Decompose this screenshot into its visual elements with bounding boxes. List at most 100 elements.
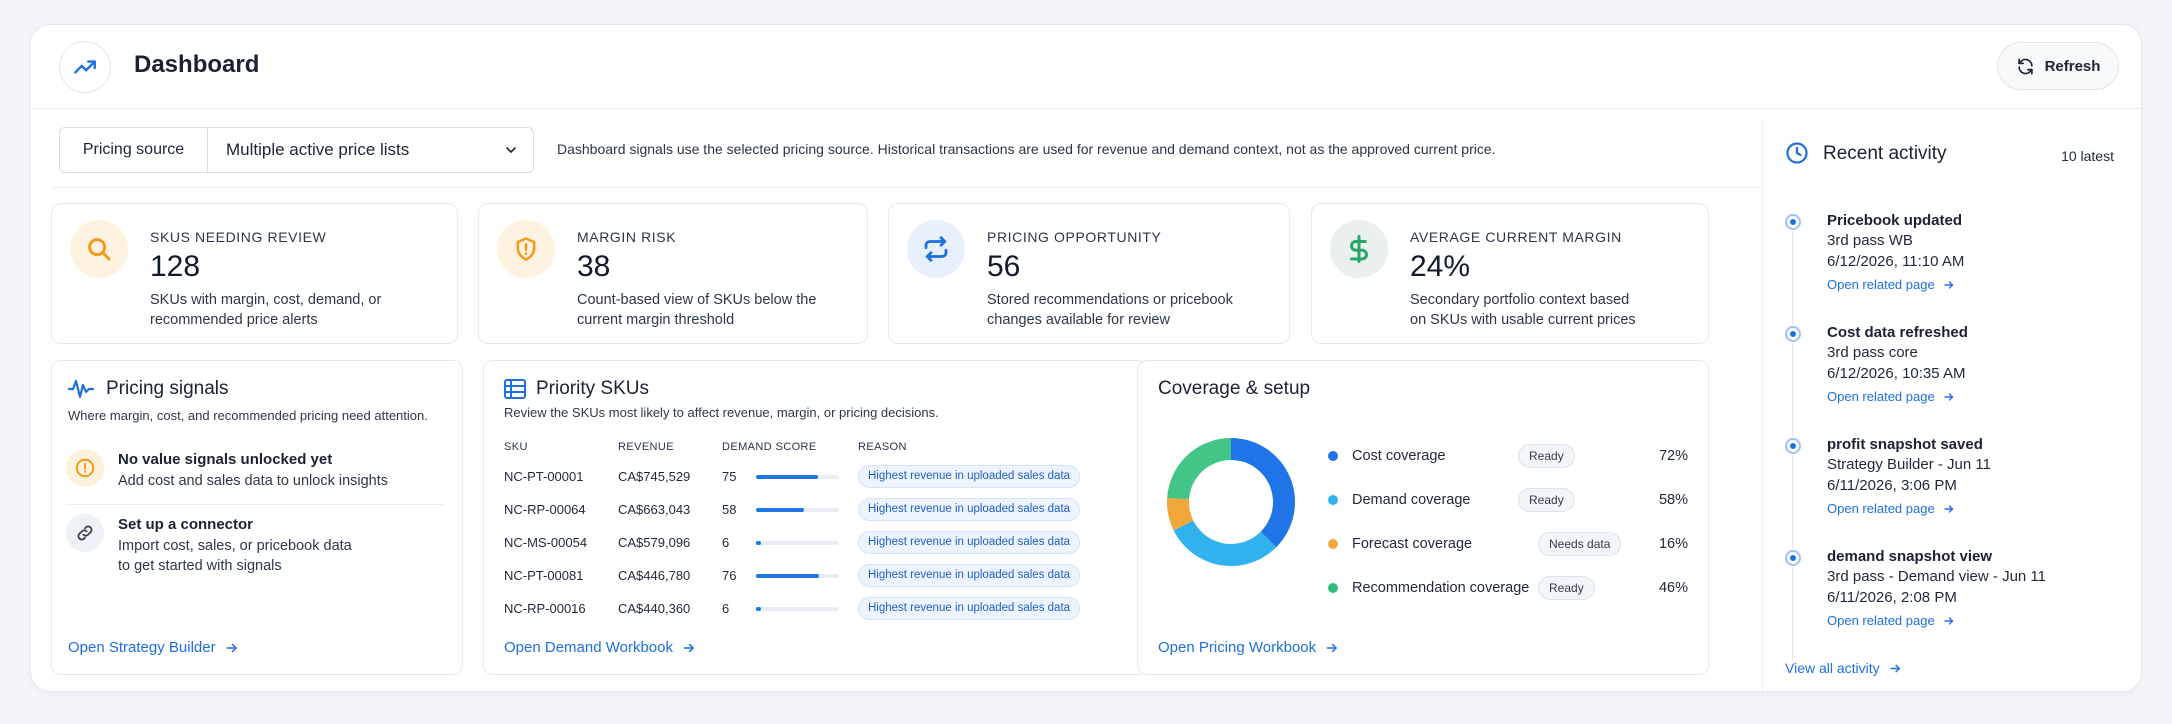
donut-segment-demand-coverage[interactable]	[1173, 520, 1277, 566]
metric-description: Stored recommendations or pricebook chang…	[987, 292, 1233, 328]
arrow-right-icon	[1944, 504, 1953, 513]
refresh-icon	[2017, 58, 2033, 74]
header: Dashboard Refresh	[31, 25, 2141, 109]
priority-skus-table: SKU REVENUE DEMAND SCORE REASON NC-PT-00…	[504, 434, 1081, 625]
coverage-name: Cost coverage	[1352, 448, 1446, 464]
demand-score-cell: 6	[722, 526, 858, 559]
activity-title: profit snapshot saved	[1827, 436, 1983, 453]
donut-segment-forecast-coverage[interactable]	[1167, 497, 1194, 531]
demand-score-bar	[756, 573, 839, 578]
revenue-cell: CA$579,096	[618, 535, 691, 550]
coverage-percent: 46%	[1658, 580, 1688, 596]
arrow-right-icon	[1944, 616, 1953, 625]
open-related-page-link[interactable]: Open related page	[1827, 613, 1955, 628]
legend-dot	[1328, 495, 1338, 505]
coverage-percent: 58%	[1658, 492, 1688, 508]
status-badge: Ready	[1518, 488, 1575, 512]
reason-cell: Highest revenue in uploaded sales data	[858, 493, 1081, 526]
signal-description: Add cost and sales data to unlock insigh…	[118, 473, 389, 489]
pulse-icon	[68, 379, 94, 399]
reason-cell: Highest revenue in uploaded sales data	[858, 460, 1081, 493]
pricing-source-select[interactable]: Multiple active price lists	[208, 128, 533, 172]
coverage-row[interactable]: Recommendation coverage Ready 46%	[1328, 574, 1688, 602]
signal-item: No value signals unlocked yet Add cost a…	[66, 449, 444, 499]
metric-card-skus-review[interactable]: SKUS NEEDING REVIEW 128 SKUs with margin…	[51, 203, 458, 344]
refresh-button[interactable]: Refresh	[1997, 42, 2119, 90]
timeline-dot	[1785, 438, 1801, 454]
metric-description: SKUs with margin, cost, demand, or recomm…	[150, 292, 382, 328]
coverage-row[interactable]: Cost coverage Ready 72%	[1328, 442, 1688, 470]
legend-dot	[1328, 539, 1338, 549]
pricing-signals-subtitle: Where margin, cost, and recommended pric…	[68, 408, 428, 423]
metric-card-pricing-opportunity[interactable]: PRICING OPPORTUNITY 56 Stored recommenda…	[888, 203, 1290, 344]
coverage-percent: 16%	[1658, 536, 1688, 552]
coverage-donut-chart	[1167, 438, 1295, 566]
signal-item[interactable]: Set up a connector Import cost, sales, o…	[66, 514, 444, 578]
reason-cell: Highest revenue in uploaded sales data	[858, 592, 1081, 625]
open-pricing-workbook-link[interactable]: Open Pricing Workbook	[1158, 639, 1339, 656]
metric-value: 38	[577, 250, 611, 283]
table-row[interactable]: NC-PT-00081 CA$446,780 76 Highest revenu…	[504, 559, 1081, 592]
activity-item: profit snapshot saved Strategy Builder -…	[1785, 436, 2115, 548]
revenue-cell: CA$446,780	[618, 568, 691, 583]
metric-label: AVERAGE CURRENT MARGIN	[1410, 229, 1622, 245]
status-badge: Ready	[1538, 576, 1595, 600]
arrow-right-icon	[1944, 392, 1953, 401]
arrow-right-icon	[1944, 280, 1953, 289]
signal-description: Import cost, sales, or pricebook data to …	[118, 538, 352, 574]
metric-card-average-margin[interactable]: AVERAGE CURRENT MARGIN 24% Secondary por…	[1311, 203, 1709, 344]
activity-count: 10 latest	[2061, 148, 2114, 164]
repeat-icon	[907, 220, 965, 278]
metric-label: MARGIN RISK	[577, 229, 677, 245]
activity-time: 6/11/2026, 2:08 PM	[1827, 589, 1957, 606]
arrow-right-icon	[683, 643, 694, 652]
activity-time: 6/12/2026, 11:10 AM	[1827, 253, 1965, 270]
table-row[interactable]: NC-PT-00001 CA$745,529 75 Highest revenu…	[504, 460, 1081, 493]
table-row[interactable]: NC-RP-00064 CA$663,043 58 Highest revenu…	[504, 493, 1081, 526]
sku-cell: NC-RP-00064	[504, 502, 586, 517]
signal-title: No value signals unlocked yet	[118, 451, 333, 468]
timeline-dot	[1785, 550, 1801, 566]
arrow-right-icon	[226, 643, 237, 652]
metric-value: 56	[987, 250, 1021, 283]
table-row[interactable]: NC-MS-00054 CA$579,096 6 Highest revenue…	[504, 526, 1081, 559]
pricing-source-label: Pricing source	[60, 128, 208, 172]
table-row[interactable]: NC-RP-00016 CA$440,360 6 Highest revenue…	[504, 592, 1081, 625]
coverage-row[interactable]: Demand coverage Ready 58%	[1328, 486, 1688, 514]
column-header: DEMAND SCORE	[722, 441, 817, 453]
activity-time: 6/11/2026, 3:06 PM	[1827, 477, 1957, 494]
open-related-page-link[interactable]: Open related page	[1827, 277, 1955, 292]
dashboard-shell: Dashboard Refresh Pricing source Multipl…	[30, 24, 2142, 692]
donut-segment-recommendation-coverage[interactable]	[1167, 438, 1231, 500]
open-demand-workbook-link[interactable]: Open Demand Workbook	[504, 639, 696, 656]
view-all-activity-link[interactable]: View all activity	[1785, 660, 1902, 676]
demand-score-bar	[756, 474, 839, 479]
metric-card-margin-risk[interactable]: MARGIN RISK 38 Count-based view of SKUs …	[478, 203, 868, 344]
activity-title: Pricebook updated	[1827, 212, 1963, 229]
chevron-down-icon	[506, 147, 516, 153]
status-badge: Ready	[1518, 444, 1575, 468]
search-icon	[70, 220, 128, 278]
donut-segment-cost-coverage[interactable]	[1231, 438, 1295, 548]
activity-title: Cost data refreshed	[1827, 324, 1968, 341]
priority-skus-title: Priority SKUs	[536, 378, 649, 399]
activity-subtitle: 3rd pass core	[1827, 344, 1918, 361]
coverage-row[interactable]: Forecast coverage Needs data 16%	[1328, 530, 1688, 558]
arrow-right-icon	[1890, 664, 1900, 672]
demand-score-value: 58	[722, 502, 737, 517]
metric-description: Count-based view of SKUs below the curren…	[577, 292, 817, 328]
open-related-page-link[interactable]: Open related page	[1827, 389, 1955, 404]
demand-score-value: 6	[722, 535, 730, 550]
pricing-signals-title: Pricing signals	[106, 378, 229, 399]
open-related-page-link[interactable]: Open related page	[1827, 501, 1955, 516]
pricing-source-control: Pricing source Multiple active price lis…	[59, 127, 534, 173]
table-list-icon	[504, 379, 526, 399]
alert-circle-icon	[66, 449, 104, 487]
activity-subtitle: 3rd pass - Demand view - Jun 11	[1827, 568, 2046, 585]
demand-score-bar	[756, 606, 839, 611]
sku-cell: NC-RP-00016	[504, 601, 586, 616]
refresh-label: Refresh	[2044, 57, 2101, 75]
open-strategy-builder-link[interactable]: Open Strategy Builder	[68, 639, 239, 656]
trending-up-icon[interactable]	[59, 41, 111, 93]
demand-score-cell: 58	[722, 493, 858, 526]
